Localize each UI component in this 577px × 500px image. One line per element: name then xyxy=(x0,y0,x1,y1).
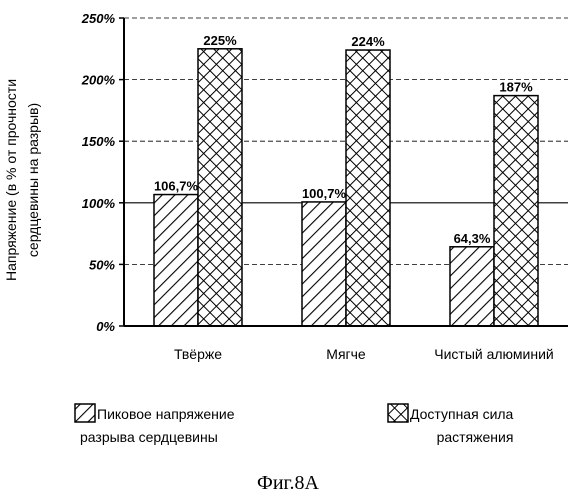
x-category-label: Чистый алюминий xyxy=(434,346,553,362)
bar-peak-stress xyxy=(301,201,347,327)
data-label: 224% xyxy=(351,34,385,49)
y-tick-label: 150% xyxy=(82,134,116,149)
bar-available-tension xyxy=(493,94,539,327)
y-axis-ticks: 0% 50% 100% 150% 200% 250% xyxy=(81,11,124,334)
data-label: 100,7% xyxy=(302,186,347,201)
y-tick-label: 0% xyxy=(96,319,115,334)
data-label: 106,7% xyxy=(154,179,199,194)
bar-peak-stress xyxy=(153,193,199,327)
bars xyxy=(153,48,539,327)
bar-available-tension xyxy=(197,48,243,327)
legend-label-peak-stress-line-1: Пиковое напряжение xyxy=(97,406,235,422)
axes xyxy=(123,18,568,327)
bar-available-tension xyxy=(345,49,391,327)
y-axis-title: Напряжение (в % от прочности сердцевины … xyxy=(3,79,41,281)
legend-swatch-available-tension xyxy=(387,403,409,423)
data-label: 187% xyxy=(499,80,533,95)
legend-label-available-tension-line-2: растяжения xyxy=(437,429,514,445)
data-label: 64,3% xyxy=(454,231,491,246)
x-category-label: Мягче xyxy=(326,346,366,362)
x-category-label: Твёрже xyxy=(174,346,222,362)
x-axis-labels: Твёрже Мягче Чистый алюминий xyxy=(174,346,554,362)
legend-label-peak-stress-line-2: разрыва сердцевины xyxy=(80,429,218,445)
y-axis-title-line-1: Напряжение (в % от прочности xyxy=(3,79,19,281)
y-axis-title-line-2: сердцевины на разрыв) xyxy=(25,103,41,257)
figure-caption: Фиг.8A xyxy=(257,472,319,494)
y-tick-label: 250% xyxy=(81,11,116,26)
bar-peak-stress xyxy=(449,246,495,327)
y-tick-label: 50% xyxy=(89,257,115,272)
data-labels: 106,7% 225% 100,7% 224% 64,3% 187% xyxy=(154,33,533,246)
legend-label-available-tension-line-1: Доступная сила xyxy=(410,406,514,422)
y-tick-label: 100% xyxy=(82,196,116,211)
y-tick-label: 200% xyxy=(81,73,116,88)
legend: Пиковое напряжение разрыва сердцевины До… xyxy=(74,403,514,445)
data-label: 225% xyxy=(203,33,237,48)
legend-swatch-peak-stress xyxy=(74,403,96,423)
